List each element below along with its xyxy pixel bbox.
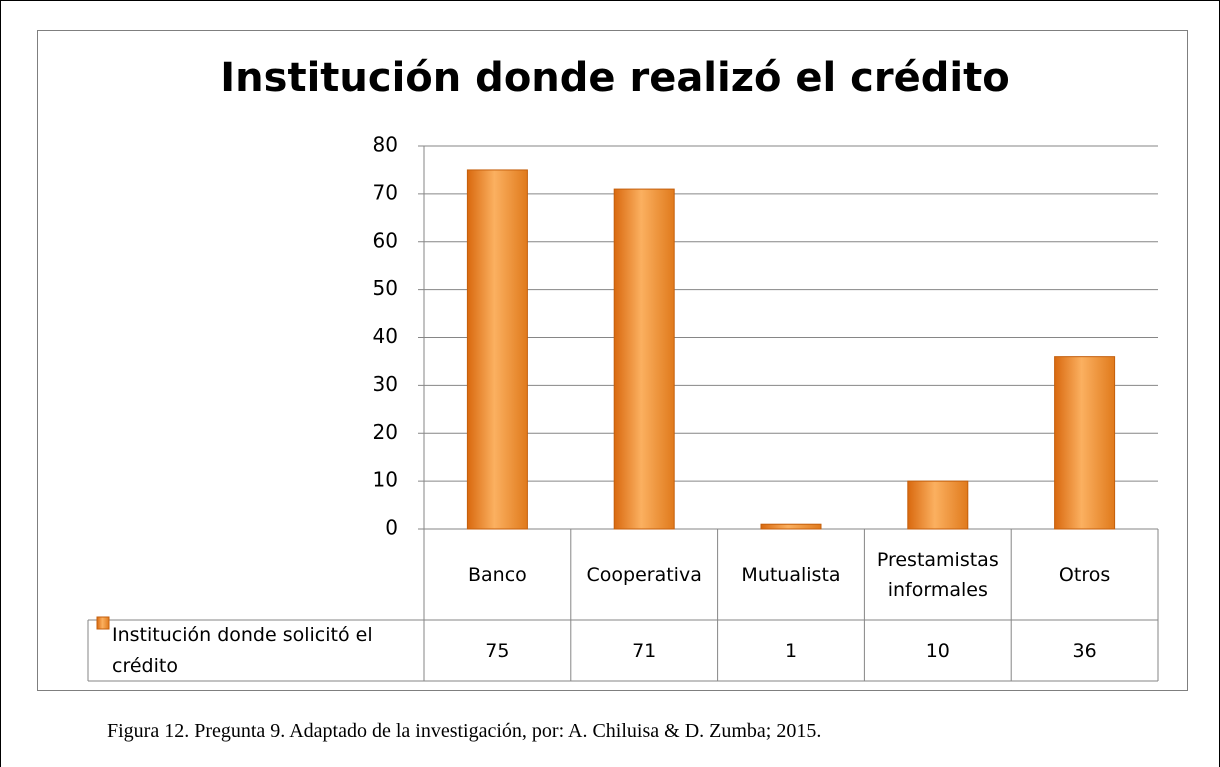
chart-title: Institución donde realizó el crédito [220,55,1009,101]
y-tick-label: 70 [373,180,398,204]
table-value: 10 [925,639,950,662]
category-label: Otros [1058,563,1111,586]
table-value: 36 [1072,639,1097,662]
bar [760,523,822,530]
category-label: Banco [468,563,527,586]
y-tick-label: 80 [373,133,398,157]
y-tick-label: 30 [373,372,398,396]
bar [1054,356,1116,530]
y-tick-label: 10 [373,468,398,492]
chart-frame [37,30,1188,691]
table-value: 75 [485,639,510,662]
bar [613,188,675,530]
y-tick-label: 40 [373,324,398,348]
table-value: 1 [784,639,798,662]
y-tick-label: 20 [373,420,398,444]
category-label: Prestamistas informales [876,548,999,601]
caption: Figura 12. Pregunta 9. Adaptado de la in… [107,720,822,742]
y-tick-label: 50 [373,276,398,300]
table-value: 71 [632,639,657,662]
y-tick-label: 0 [385,516,398,540]
legend-swatch [96,616,110,630]
category-label: Cooperativa [586,563,702,586]
bar [907,480,969,530]
category-label: Mutualista [741,563,841,586]
legend-label: Institución donde solicitó el crédito [112,623,373,677]
y-tick-label: 60 [373,228,398,252]
bar [466,169,528,530]
